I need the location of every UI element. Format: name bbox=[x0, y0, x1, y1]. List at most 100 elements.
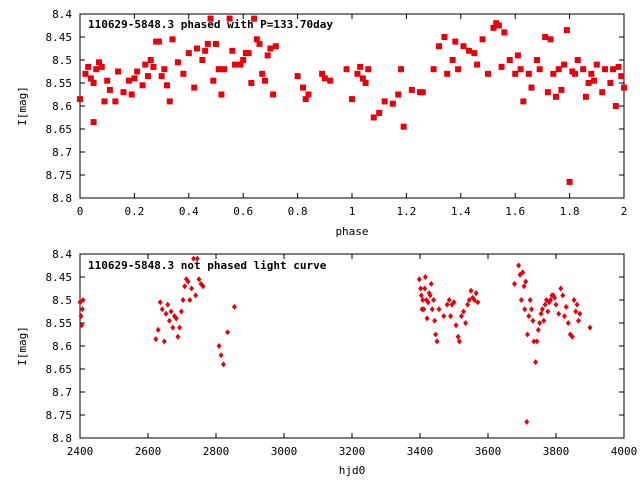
data-point bbox=[552, 294, 558, 301]
data-point bbox=[466, 297, 472, 303]
data-point bbox=[473, 290, 479, 297]
data-point bbox=[170, 324, 176, 331]
data-point bbox=[153, 336, 159, 343]
data-point bbox=[548, 297, 554, 303]
data-point bbox=[534, 338, 540, 345]
data-point bbox=[147, 57, 154, 63]
data-point bbox=[159, 306, 165, 313]
data-point bbox=[185, 50, 192, 57]
data-point bbox=[77, 96, 83, 103]
x-tick-label: 0.2 bbox=[124, 205, 144, 218]
y-tick-label: 8.6 bbox=[52, 340, 72, 353]
data-point bbox=[191, 84, 198, 91]
data-point bbox=[128, 91, 135, 98]
data-point bbox=[174, 59, 181, 66]
data-point bbox=[527, 297, 533, 303]
data-point bbox=[204, 40, 211, 47]
data-point bbox=[362, 80, 369, 86]
data-point bbox=[452, 38, 459, 45]
data-point bbox=[199, 57, 206, 63]
data-point bbox=[218, 352, 224, 359]
data-point bbox=[115, 68, 122, 75]
data-point bbox=[163, 310, 169, 317]
data-point bbox=[553, 93, 559, 100]
data-point bbox=[321, 75, 328, 82]
data-point bbox=[577, 310, 583, 317]
data-point bbox=[574, 301, 580, 308]
data-point bbox=[432, 317, 438, 324]
data-point bbox=[177, 324, 183, 331]
data-point bbox=[327, 77, 334, 84]
data-point bbox=[302, 96, 309, 103]
data-point bbox=[465, 47, 472, 54]
data-point bbox=[431, 297, 437, 303]
data-point bbox=[587, 324, 593, 331]
data-point bbox=[408, 86, 415, 93]
data-point bbox=[428, 280, 434, 287]
data-point bbox=[618, 73, 625, 80]
data-point bbox=[218, 91, 225, 98]
data-point bbox=[93, 66, 100, 73]
data-point bbox=[441, 313, 447, 320]
data-point bbox=[547, 36, 554, 43]
data-point bbox=[389, 100, 396, 107]
data-point bbox=[514, 52, 521, 59]
data-point bbox=[418, 285, 424, 292]
y-tick-label: 8.4 bbox=[52, 8, 72, 21]
plot-title: 110629-5848.3 phased with P=133.70day bbox=[88, 18, 333, 31]
data-point bbox=[349, 96, 355, 103]
data-point bbox=[529, 306, 535, 313]
data-point bbox=[90, 80, 97, 86]
data-point bbox=[427, 292, 433, 299]
data-point bbox=[429, 306, 435, 313]
y-axis-title: I[mag] bbox=[16, 86, 29, 126]
data-point bbox=[463, 320, 469, 326]
y-tick-label: 8.7 bbox=[52, 146, 72, 159]
data-point bbox=[418, 292, 424, 299]
data-point bbox=[191, 255, 197, 262]
data-point bbox=[145, 73, 151, 80]
data-point bbox=[120, 89, 127, 96]
data-point bbox=[444, 70, 451, 77]
data-point bbox=[256, 40, 263, 47]
data-point bbox=[599, 89, 606, 96]
data-point bbox=[490, 24, 497, 31]
data-point bbox=[485, 70, 491, 77]
data-point bbox=[526, 313, 532, 320]
data-point bbox=[425, 299, 431, 306]
data-point bbox=[196, 276, 202, 283]
y-tick-label: 8.8 bbox=[52, 192, 72, 205]
y-tick-label: 8.75 bbox=[46, 169, 73, 182]
x-tick-label: 0.4 bbox=[179, 205, 199, 218]
data-point bbox=[542, 34, 549, 40]
data-point bbox=[365, 66, 372, 73]
data-point bbox=[270, 91, 277, 98]
data-point bbox=[155, 38, 162, 45]
data-point bbox=[294, 73, 301, 80]
data-point bbox=[251, 15, 258, 22]
data-point bbox=[164, 82, 171, 89]
data-point bbox=[178, 308, 184, 315]
data-point bbox=[180, 70, 187, 77]
data-point bbox=[245, 50, 252, 57]
data-point bbox=[471, 50, 478, 57]
data-point bbox=[215, 66, 222, 73]
data-point bbox=[621, 84, 627, 91]
plot-frame bbox=[79, 253, 625, 439]
data-point bbox=[468, 287, 474, 294]
data-point bbox=[591, 77, 598, 84]
data-point bbox=[558, 285, 564, 292]
data-point bbox=[539, 306, 545, 313]
data-point bbox=[90, 119, 97, 126]
data-point bbox=[525, 70, 532, 77]
data-point bbox=[259, 70, 266, 77]
data-point bbox=[518, 297, 524, 303]
data-point bbox=[78, 313, 84, 320]
data-point bbox=[150, 63, 157, 70]
data-point bbox=[501, 29, 508, 36]
y-tick-label: 8.45 bbox=[46, 31, 73, 44]
x-tick-label: 1.8 bbox=[560, 205, 580, 218]
data-point bbox=[528, 84, 535, 91]
y-tick-label: 8.8 bbox=[52, 432, 72, 445]
